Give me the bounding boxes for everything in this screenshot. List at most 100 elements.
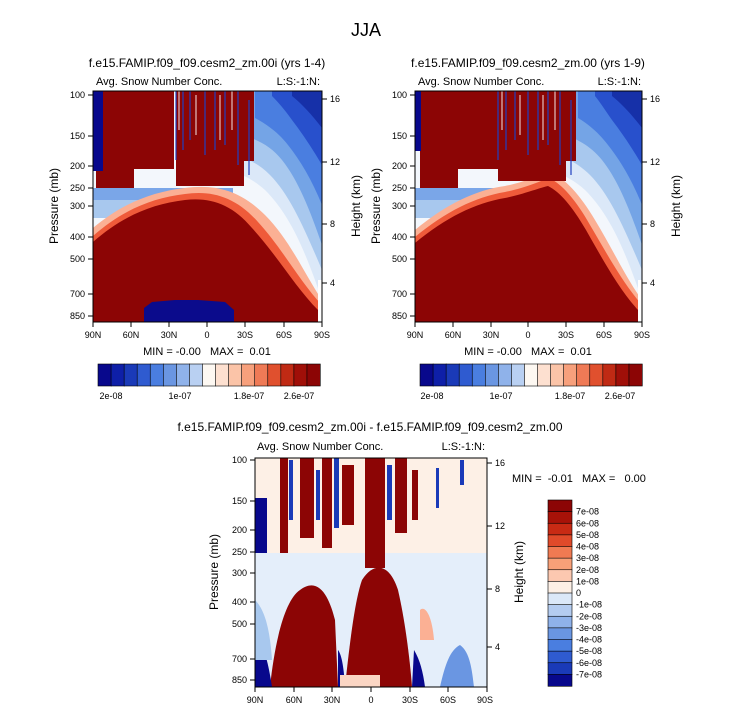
right-string: L:S:-1:N: [277,76,320,88]
x-tick-label: 60N [445,330,462,340]
colorbar-swatch [602,363,617,387]
y-axis-label: Pressure (mb) [47,168,61,244]
colorbar-label: 2e-08 [99,391,122,401]
colorbar-label: -6e-08 [576,658,602,668]
colorbar-swatch [589,363,604,387]
colorbar-label: 6e-08 [576,518,599,528]
y-tick-label: 200 [232,525,247,535]
y-tick-label: 500 [70,254,85,264]
x-tick-label: 0 [204,330,209,340]
left-string: Avg. Snow Number Conc. [96,76,222,88]
colorbar-label: 2.6e-07 [284,391,315,401]
colorbar-swatch [445,363,460,387]
y-tick-label: 100 [392,90,407,100]
colorbar-label: -5e-08 [576,646,602,656]
y-tick-label: 850 [392,311,407,321]
panel-title: f.e15.FAMIP.f09_f09.cesm2_zm.00 (yrs 1-9… [411,56,645,70]
colorbar-label: 1e-08 [576,576,599,586]
y-tick-label: 700 [232,654,247,664]
y-right-tick-label: 4 [495,642,500,652]
min-max-stats: MIN = -0.00 MAX = 0.01 [464,346,592,358]
colorbar-label: 2.6e-07 [605,391,636,401]
x-tick-label: 30N [161,330,178,340]
x-tick-label: 30S [402,695,418,705]
colorbar-swatch [419,363,434,387]
colorbar-swatch [547,615,573,629]
colorbar-swatch [547,592,573,606]
y-tick-label: 850 [70,311,85,321]
colorbar-swatch [563,363,578,387]
contour-field [93,91,322,322]
y-tick-label: 100 [70,90,85,100]
colorbar-swatch [628,363,643,387]
colorbar-label: 2e-08 [576,565,599,575]
y-right-tick-label: 16 [495,458,505,468]
colorbar-swatch [547,557,573,571]
x-tick-label: 0 [368,695,373,705]
colorbar-label: 1e-07 [168,391,191,401]
y-right-tick-label: 12 [495,521,505,531]
panel-title: f.e15.FAMIP.f09_f09.cesm2_zm.00i (yrs 1-… [89,56,326,70]
x-tick-label: 60S [276,330,292,340]
y-axis-right-label: Height (km) [512,541,526,603]
colorbar-swatch [615,363,630,387]
colorbar-swatch [576,363,591,387]
colorbar-swatch [511,363,526,387]
colorbar-label: 1.8e-07 [555,391,586,401]
right-string: L:S:-1:N: [598,76,641,88]
y-tick-label: 150 [70,131,85,141]
colorbar-label: -7e-08 [576,669,602,679]
x-tick-label: 30N [324,695,341,705]
colorbar-swatch [189,363,204,387]
x-tick-label: 30N [483,330,500,340]
y-tick-label: 850 [232,675,247,685]
y-right-tick-label: 12 [330,157,340,167]
colorbar-swatch [547,639,573,652]
y-tick-label: 400 [70,232,85,242]
colorbar-label: -1e-08 [576,600,602,610]
colorbar-swatch [176,363,191,387]
colorbar-swatch [471,363,486,387]
colorbar-swatch [537,363,552,387]
colorbar-label: -4e-08 [576,635,602,645]
colorbar-swatch [202,363,217,387]
colorbar-swatch [432,363,447,387]
colorbar-swatch [498,363,513,387]
x-tick-label: 90N [407,330,424,340]
panel-bottom: f.e15.FAMIP.f09_f09.cesm2_zm.00i - f.e15… [177,420,645,705]
left-string: Avg. Snow Number Conc. [418,76,544,88]
colorbar-swatch [547,604,573,617]
colorbar-swatch [215,363,230,387]
contour-field [415,91,642,322]
colorbar-swatch [149,363,164,387]
colorbar-swatch [254,363,269,387]
y-tick-label: 400 [392,232,407,242]
colorbar-swatch [228,363,243,387]
x-tick-label: 60N [123,330,140,340]
x-tick-label: 90N [85,330,102,340]
y-right-tick-label: 8 [330,219,335,229]
colorbar-label: 2e-08 [420,391,443,401]
y-tick-label: 100 [232,455,247,465]
contour-field [255,458,487,687]
y-tick-label: 150 [232,496,247,506]
panel-title: f.e15.FAMIP.f09_f09.cesm2_zm.00i - f.e15… [177,420,562,434]
colorbar-swatch [241,363,256,387]
min-max-stats: MIN = -0.00 MAX = 0.01 [143,346,271,358]
y-tick-label: 250 [70,183,85,193]
colorbar-label: -2e-08 [576,611,602,621]
x-tick-label: 60S [596,330,612,340]
colorbar-swatch [547,546,573,559]
panel-top-right: f.e15.FAMIP.f09_f09.cesm2_zm.00 (yrs 1-9… [369,56,683,401]
colorbar-label: 7e-08 [576,507,599,517]
colorbar-swatch [267,363,282,387]
colorbar-swatch [162,363,177,387]
y-right-tick-label: 12 [650,157,660,167]
y-tick-label: 150 [392,131,407,141]
colorbar-label: 1e-07 [489,391,512,401]
colorbar-label: 1.8e-07 [234,391,265,401]
colorbar-label: 3e-08 [576,553,599,563]
y-tick-label: 500 [392,254,407,264]
y-right-tick-label: 8 [650,219,655,229]
